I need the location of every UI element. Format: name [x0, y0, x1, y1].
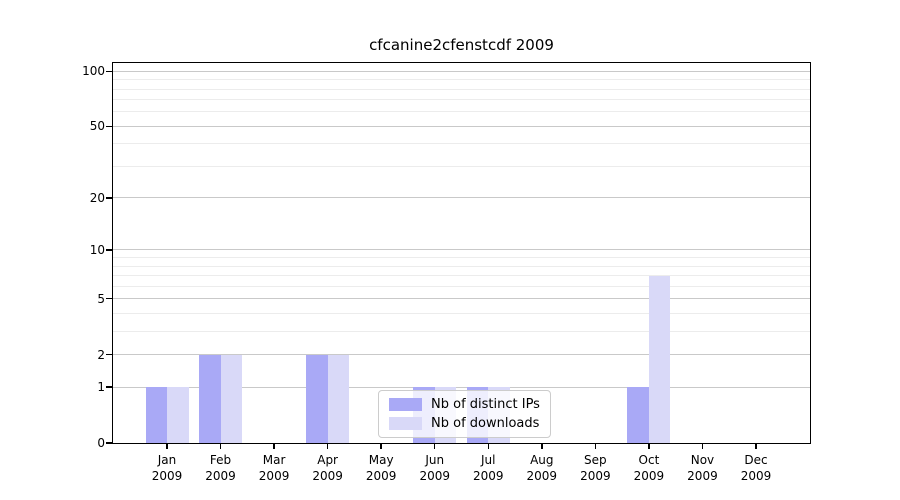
x-tick-label-jul: Jul 2009: [472, 453, 504, 483]
legend-label: Nb of downloads: [431, 416, 540, 431]
bar-nb-of-downloads-jan: [167, 387, 189, 443]
y-tick-label: 5: [97, 291, 105, 306]
y-tick-label: 50: [89, 119, 105, 134]
major-gridline: [113, 249, 810, 251]
major-gridline: [113, 125, 810, 127]
x-tick-mark: [380, 443, 382, 449]
y-tick-label: 0: [97, 436, 105, 450]
minor-gridline: [113, 111, 810, 113]
y-tick-mark: [106, 353, 112, 356]
y-tick-mark: [106, 298, 112, 300]
x-tick-mark: [648, 443, 650, 449]
x-tick-label-feb: Feb 2009: [205, 453, 236, 483]
legend-swatch-icon: [389, 417, 422, 430]
minor-gridline: [113, 88, 810, 90]
major-gridline: [113, 298, 810, 300]
minor-gridline: [113, 275, 810, 277]
x-tick-label-jun: Jun 2009: [419, 453, 450, 483]
major-gridline: [113, 354, 810, 356]
x-tick-mark: [487, 443, 489, 449]
bar-nb-of-distinct-ips-feb: [199, 354, 221, 443]
x-tick-label-sep: Sep 2009: [580, 453, 611, 483]
y-tick-mark: [106, 125, 112, 128]
bar-nb-of-distinct-ips-jan: [145, 387, 167, 443]
x-tick-mark: [273, 443, 275, 449]
x-tick-label-oct: Oct 2009: [633, 453, 665, 483]
x-tick-label-may: May 2009: [365, 453, 397, 483]
x-tick-mark: [326, 443, 329, 449]
x-tick-mark: [594, 443, 597, 449]
x-tick-mark: [541, 443, 543, 449]
legend-swatch-icon: [389, 398, 422, 411]
bar-nb-of-downloads-oct: [648, 275, 671, 443]
legend: Nb of distinct IPs Nb of downloads: [378, 390, 551, 438]
minor-gridline: [113, 330, 810, 332]
x-tick-label-jan: Jan 2009: [151, 453, 183, 483]
chart-title: cfcanine2cfenstcdf 2009: [369, 36, 554, 54]
y-tick-label: 20: [89, 190, 105, 205]
x-tick-mark: [166, 443, 168, 449]
x-tick-label-dec: Dec 2009: [740, 453, 772, 483]
major-gridline: [113, 70, 810, 72]
minor-gridline: [113, 79, 810, 81]
x-tick-label-apr: Apr 2009: [312, 453, 343, 483]
major-gridline: [113, 197, 810, 199]
minor-gridline: [113, 257, 810, 259]
x-tick-label-aug: Aug 2009: [526, 453, 558, 483]
y-tick-label: 1: [97, 380, 105, 395]
plot-area: [113, 63, 810, 443]
x-tick-mark: [701, 443, 704, 449]
legend-label: Nb of distinct IPs: [431, 397, 540, 412]
x-tick-mark: [755, 443, 757, 449]
minor-gridline: [113, 312, 810, 314]
legend-row: Nb of distinct IPs: [389, 397, 540, 412]
y-tick-mark: [106, 442, 112, 444]
minor-gridline: [113, 99, 810, 101]
y-tick-label: 2: [97, 347, 105, 362]
y-tick-mark: [106, 249, 112, 251]
x-tick-label-mar: Mar 2009: [258, 453, 290, 483]
bar-nb-of-downloads-feb: [220, 354, 243, 443]
y-tick-label: 10: [89, 242, 105, 257]
x-tick-mark: [434, 443, 436, 449]
minor-gridline: [113, 165, 810, 167]
x-tick-mark: [219, 443, 222, 449]
bar-nb-of-distinct-ips-oct: [627, 387, 649, 443]
y-tick-label: 100: [82, 64, 105, 79]
major-gridline: [113, 386, 810, 388]
bar-nb-of-downloads-apr: [327, 354, 350, 443]
y-tick-mark: [106, 70, 112, 73]
minor-gridline: [113, 285, 810, 287]
minor-gridline: [113, 265, 810, 267]
x-tick-label-nov: Nov 2009: [687, 453, 718, 483]
y-tick-mark: [106, 197, 112, 199]
legend-row: Nb of downloads: [389, 416, 540, 431]
minor-gridline: [113, 143, 810, 145]
bar-nb-of-distinct-ips-apr: [306, 354, 328, 443]
y-tick-mark: [106, 386, 112, 388]
